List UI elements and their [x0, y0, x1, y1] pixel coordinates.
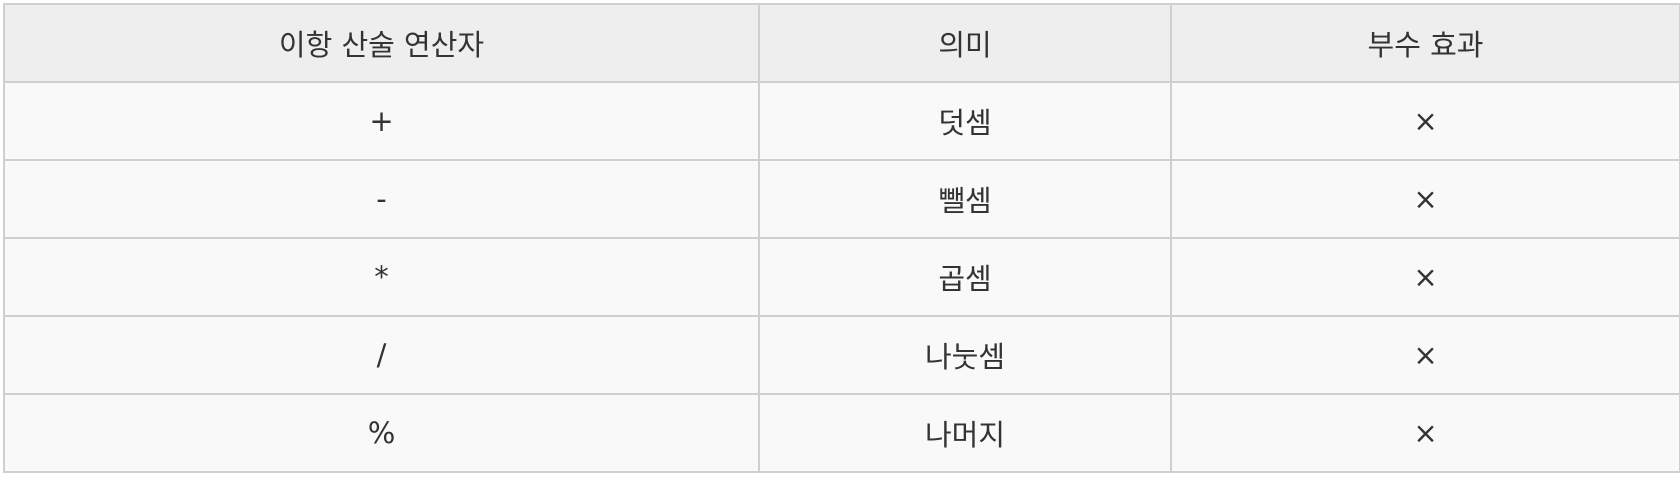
- meaning-cell: 덧셈: [758, 81, 1172, 161]
- side-effect-cell: ×: [1170, 393, 1680, 473]
- binary-arithmetic-operators-table: 이항 산술 연산자 의미 부수 효과 + 덧셈 × - 뺄셈 × * 곱셈 ×: [3, 3, 1680, 473]
- meaning-cell: 나머지: [758, 393, 1172, 473]
- meaning-cell: 나눗셈: [758, 315, 1172, 395]
- meaning-cell: 뺄셈: [758, 159, 1172, 239]
- table-row: / 나눗셈 ×: [3, 315, 1680, 395]
- side-effect-cell: ×: [1170, 159, 1680, 239]
- operator-cell: -: [3, 159, 760, 239]
- header-operator: 이항 산술 연산자: [3, 3, 760, 83]
- header-row: 이항 산술 연산자 의미 부수 효과: [3, 3, 1680, 83]
- operator-cell: %: [3, 393, 760, 473]
- table-row: - 뺄셈 ×: [3, 159, 1680, 239]
- operator-cell: +: [3, 81, 760, 161]
- operators-table-container: 이항 산술 연산자 의미 부수 효과 + 덧셈 × - 뺄셈 × * 곱셈 ×: [3, 3, 1680, 473]
- side-effect-cell: ×: [1170, 237, 1680, 317]
- side-effect-cell: ×: [1170, 315, 1680, 395]
- table-row: + 덧셈 ×: [3, 81, 1680, 161]
- header-meaning: 의미: [758, 3, 1172, 83]
- header-side-effect: 부수 효과: [1170, 3, 1680, 83]
- meaning-cell: 곱셈: [758, 237, 1172, 317]
- side-effect-cell: ×: [1170, 81, 1680, 161]
- operator-cell: /: [3, 315, 760, 395]
- operator-cell: *: [3, 237, 760, 317]
- table-row: % 나머지 ×: [3, 393, 1680, 473]
- table-row: * 곱셈 ×: [3, 237, 1680, 317]
